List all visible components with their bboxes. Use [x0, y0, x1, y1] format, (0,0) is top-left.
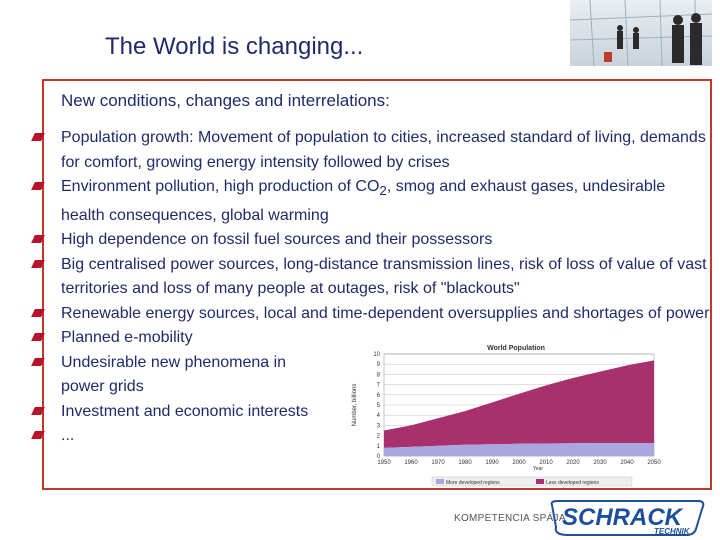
business-people-icon — [570, 0, 712, 66]
bullet-icon — [31, 308, 45, 317]
bullet-text: Renewable energy sources, local and time… — [61, 304, 710, 322]
chart-xlabel: Year — [533, 466, 543, 472]
list-item: Renewable energy sources, local and time… — [30, 302, 710, 327]
legend-label: More developed regions — [446, 480, 500, 486]
x-tick-label: 2050 — [647, 460, 661, 466]
logo-main-text: SCHRACK — [562, 504, 684, 531]
list-item: Undesirable new phenomena in power grids — [30, 351, 710, 400]
chart-legend: More developed regions Less developed reg… — [431, 476, 633, 487]
x-tick-label: 2030 — [593, 460, 607, 466]
y-tick-label: 3 — [377, 423, 381, 429]
bullet-text: Planned e-mobility — [61, 329, 193, 347]
x-tick-label: 2000 — [512, 460, 526, 466]
world-population-chart: World Population Number, billions Year 0… — [352, 345, 661, 487]
bullet-list: Population growth: Movement of populatio… — [30, 126, 710, 449]
bullet-text: ... — [61, 427, 75, 445]
logo-sub-text: TECHNIK — [654, 527, 691, 536]
schrack-logo: SCHRACK TECHNIK — [550, 500, 705, 536]
legend-label: Less developed regions — [546, 480, 599, 486]
bullet-icon — [31, 333, 45, 342]
x-tick-label: 1970 — [431, 460, 445, 466]
bullet-text-pre: Environment pollution, high production o… — [61, 178, 380, 195]
chart-title: World Population — [487, 345, 545, 352]
bullet-text: Population growth: Movement of populatio… — [61, 129, 706, 171]
bullet-text: Investment and economic interests — [61, 402, 309, 420]
y-tick-label: 4 — [377, 413, 381, 419]
slide-subtitle: New conditions, changes and interrelatio… — [61, 91, 390, 110]
y-tick-label: 7 — [377, 383, 381, 389]
business-people-photo — [570, 0, 712, 66]
content-frame — [42, 79, 712, 490]
x-tick-label: 2020 — [566, 460, 580, 466]
bullet-icon — [31, 357, 45, 366]
x-tick-label: 2040 — [620, 460, 634, 466]
area-less-developed — [384, 360, 654, 448]
y-tick-label: 2 — [377, 434, 381, 440]
legend-swatch — [536, 479, 544, 484]
legend-box — [431, 476, 633, 487]
bullet-icon — [31, 406, 45, 415]
y-tick-label: 9 — [377, 362, 381, 368]
list-item: Environment pollution, high production o… — [30, 175, 710, 228]
y-tick-label: 5 — [377, 403, 381, 409]
list-item: Planned e-mobility — [30, 326, 710, 351]
slide-title: The World is changing... — [105, 33, 364, 60]
bullet-text-sub: 2 — [379, 183, 387, 199]
x-tick-label: 1950 — [377, 460, 391, 466]
bullet-icon — [31, 133, 45, 141]
y-tick-label: 6 — [377, 393, 381, 399]
bullet-text: Undesirable new phenomena in power grids — [61, 353, 287, 396]
area-more-developed — [384, 442, 654, 456]
legend-swatch — [436, 479, 444, 484]
bullet-icon — [31, 235, 45, 244]
chart-ylabel: Number, billions — [352, 384, 358, 427]
y-tick-label: 8 — [377, 372, 381, 378]
x-tick-label: 1980 — [458, 460, 472, 466]
y-tick-label: 0 — [377, 454, 381, 460]
list-item: Big centralised power sources, long-dist… — [30, 253, 710, 302]
list-item: Population growth: Movement of populatio… — [30, 126, 710, 175]
x-tick-label: 1990 — [485, 460, 499, 466]
bullet-text: Big centralised power sources, long-dist… — [61, 255, 707, 298]
footer-tagline: KOMPETENCIA SPÁJA — [454, 513, 566, 524]
bullet-text: High dependence on fossil fuel sources a… — [61, 231, 493, 249]
x-tick-label: 2010 — [539, 460, 553, 466]
y-tick-label: 1 — [377, 444, 381, 450]
bullet-icon — [31, 431, 45, 440]
list-item: High dependence on fossil fuel sources a… — [30, 228, 710, 253]
bullet-icon — [31, 259, 45, 268]
list-item: ... — [30, 424, 710, 449]
bullet-text-post: , smog and exhaust gases, undesirable he… — [61, 178, 666, 224]
x-tick-label: 1960 — [404, 460, 418, 466]
y-tick-label: 10 — [373, 352, 380, 358]
bullet-icon — [31, 182, 45, 190]
list-item: Investment and economic interests — [30, 400, 710, 425]
